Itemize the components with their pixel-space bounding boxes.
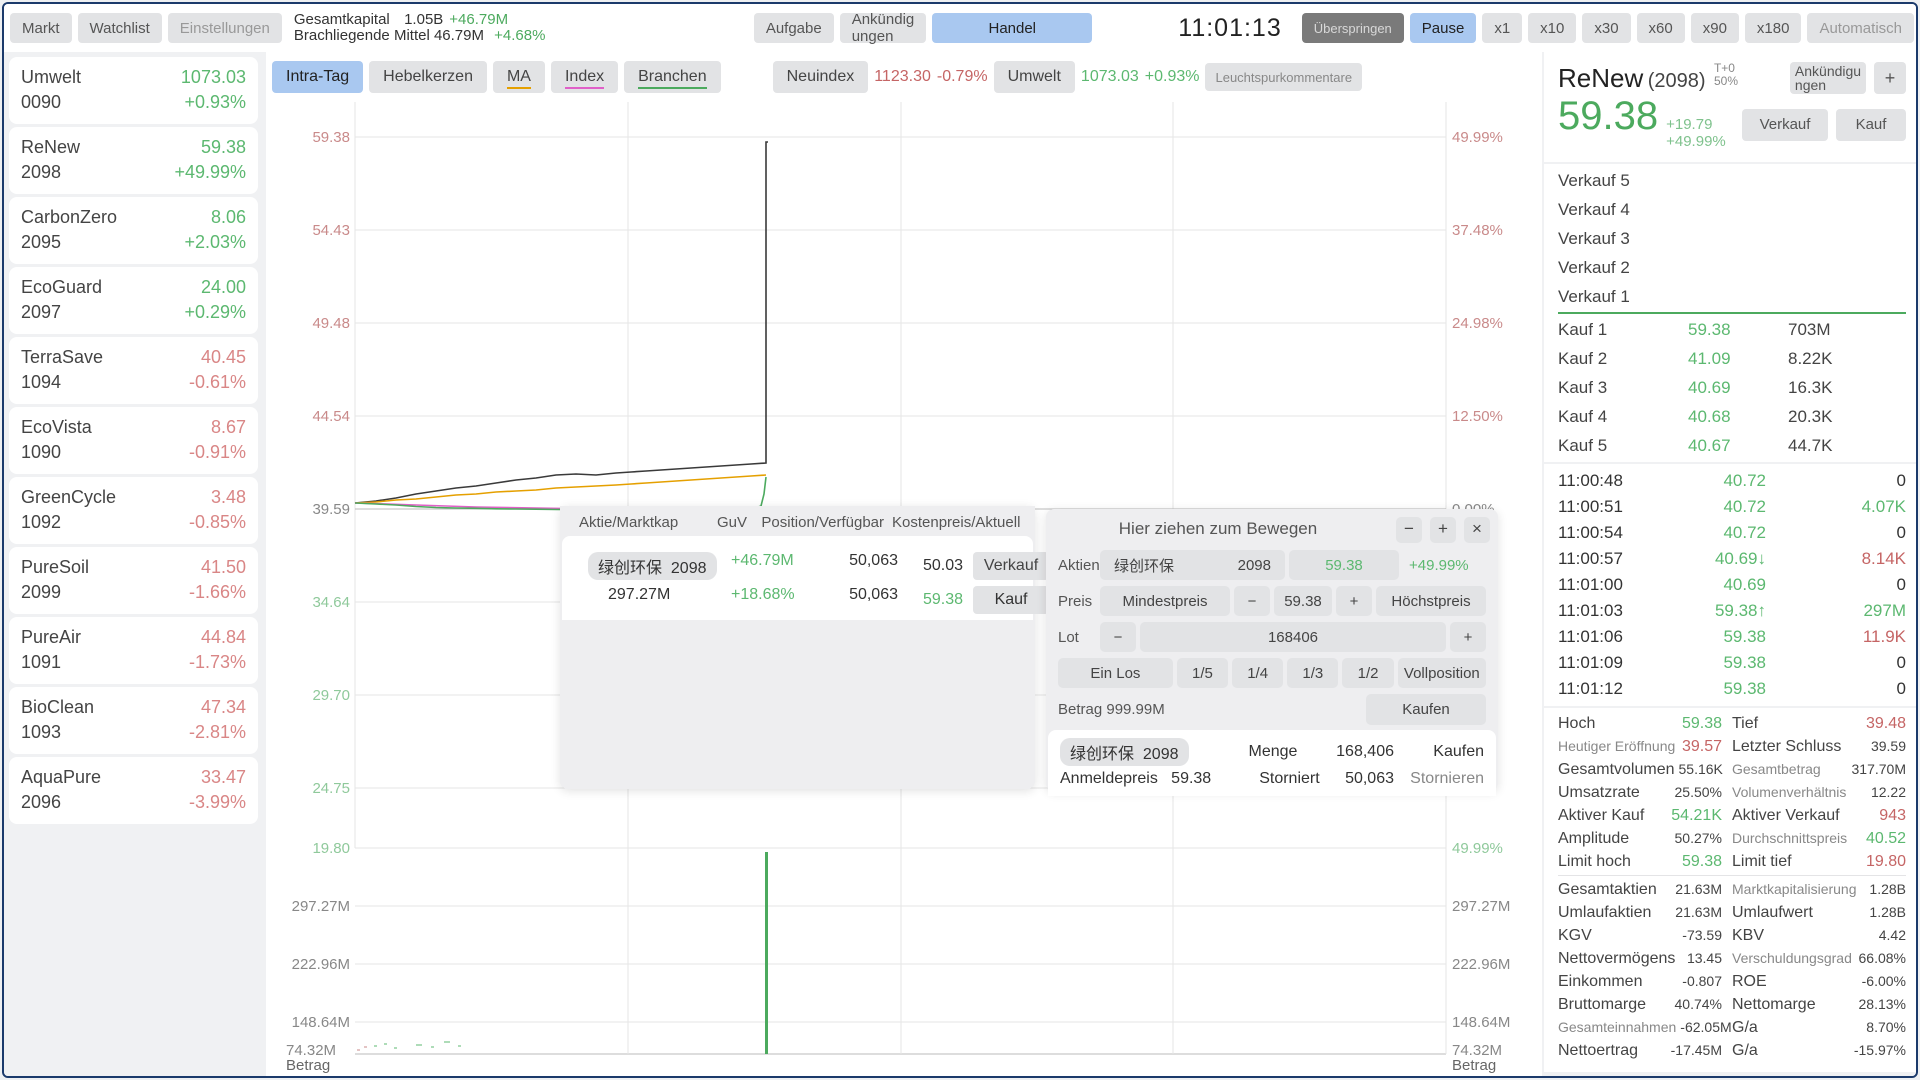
svg-text:24.75: 24.75 — [312, 780, 350, 797]
svg-text:59.38: 59.38 — [312, 129, 350, 146]
svg-text:19.80: 19.80 — [312, 840, 350, 857]
svg-text:297.27M: 297.27M — [292, 898, 350, 915]
svg-text:24.98%: 24.98% — [1452, 315, 1503, 332]
svg-text:39.59: 39.59 — [312, 501, 350, 518]
svg-text:12.50%: 12.50% — [1452, 408, 1503, 425]
svg-text:37.48%: 37.48% — [1452, 222, 1503, 239]
svg-text:54.43: 54.43 — [312, 222, 350, 239]
svg-text:148.64M: 148.64M — [1452, 1014, 1510, 1031]
svg-text:44.54: 44.54 — [312, 408, 350, 425]
svg-text:49.48: 49.48 — [312, 315, 350, 332]
svg-text:34.64: 34.64 — [312, 594, 350, 611]
svg-text:222.96M: 222.96M — [1452, 956, 1510, 973]
svg-text:29.70: 29.70 — [312, 687, 350, 704]
svg-text:148.64M: 148.64M — [292, 1014, 350, 1031]
svg-text:49.99%: 49.99% — [1452, 129, 1503, 146]
svg-text:222.96M: 222.96M — [292, 956, 350, 973]
svg-text:49.99%: 49.99% — [1452, 840, 1503, 857]
svg-text:297.27M: 297.27M — [1452, 898, 1510, 915]
